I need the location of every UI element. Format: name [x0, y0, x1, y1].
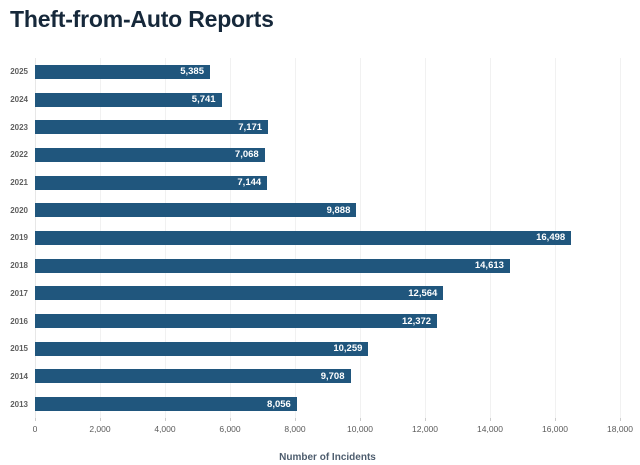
bar[interactable]: 9,708 — [35, 369, 351, 384]
x-axis-tick-mark — [554, 418, 556, 421]
bar-value-label: 16,498 — [536, 232, 566, 244]
bar[interactable]: 16,498 — [35, 230, 572, 245]
bar-value-label: 5,385 — [180, 66, 204, 78]
x-axis-tick-label: 2,000 — [89, 424, 111, 434]
y-axis-label: 2019 — [10, 233, 28, 243]
bar[interactable]: 5,385 — [35, 64, 210, 79]
y-axis-label: 2021 — [10, 178, 28, 188]
bar-row: 2025 5,385 — [10, 58, 620, 86]
bar[interactable]: 9,888 — [35, 203, 357, 218]
plot-area: 2025 5,385 2024 5,741 2023 7,171 2022 7,068 2021… — [10, 58, 621, 418]
x-axis-tick-label: 12,000 — [412, 424, 438, 434]
bar-row: 2016 12,372 — [10, 307, 620, 335]
bar-row: 2017 12,564 — [10, 280, 620, 308]
x-axis-tick-label: 10,000 — [347, 424, 373, 434]
y-axis-label: 2023 — [10, 122, 28, 132]
bar-value-label: 7,144 — [237, 177, 262, 189]
x-axis-tick-label: 18,000 — [607, 424, 633, 434]
bar-value-label: 9,708 — [320, 370, 345, 382]
bar-row: 2021 7,144 — [10, 169, 620, 197]
x-axis-tick-label: 0 — [32, 424, 38, 434]
bar-row: 2015 10,259 — [10, 335, 620, 363]
bar[interactable]: 10,259 — [35, 341, 369, 356]
bar[interactable]: 5,741 — [35, 92, 222, 107]
x-axis-tick-mark — [490, 418, 491, 421]
bar-row: 2022 7,068 — [10, 141, 620, 169]
x-axis-title: Number of Incidents — [279, 452, 376, 463]
y-axis-label: 2013 — [10, 399, 28, 409]
x-axis-tick-mark — [425, 418, 426, 421]
x-axis-tick-mark — [294, 418, 296, 421]
x-axis: 0 2,000 4,000 6,000 8,000 10,000 12,000 14,000 1… — [32, 418, 633, 442]
bar-value-label: 7,068 — [234, 149, 259, 161]
y-axis-label: 2024 — [10, 95, 28, 105]
bar-value-label: 7,171 — [238, 121, 263, 133]
y-axis-label: 2025 — [10, 67, 28, 77]
x-axis-tick-label: 14,000 — [477, 424, 503, 434]
bar-value-label: 14,613 — [474, 260, 504, 272]
bar-row: 2019 16,498 — [10, 224, 620, 252]
y-axis-label: 2017 — [10, 288, 28, 298]
x-axis-tick-label: 6,000 — [219, 424, 241, 434]
x-axis-tick-label: 4,000 — [154, 424, 176, 434]
x-axis-tick-mark — [360, 418, 361, 421]
bar[interactable]: 12,564 — [35, 286, 444, 301]
bar[interactable]: 14,613 — [35, 258, 510, 273]
bar-value-label: 9,888 — [326, 204, 351, 216]
bar-value-label: 8,056 — [267, 398, 291, 410]
y-axis-label: 2015 — [10, 344, 28, 354]
y-axis-label: 2014 — [10, 371, 28, 381]
bar[interactable]: 12,372 — [35, 314, 438, 329]
x-axis-tick-mark — [230, 418, 231, 421]
bar-chart: 2025 5,385 2024 5,741 2023 7,171 2022 7,068 2021… — [0, 58, 640, 463]
gridline — [620, 58, 621, 418]
bar-value-label: 5,741 — [191, 94, 216, 106]
bar-row: 2024 5,741 — [10, 86, 620, 114]
x-axis-tick-mark — [620, 418, 621, 421]
x-axis-tick-mark — [164, 418, 166, 421]
bar[interactable]: 8,056 — [35, 397, 297, 412]
y-axis-label: 2022 — [10, 150, 28, 160]
y-axis-label: 2016 — [10, 316, 28, 326]
bar[interactable]: 7,144 — [35, 175, 268, 190]
y-axis-label: 2018 — [10, 261, 28, 271]
bar[interactable]: 7,068 — [35, 147, 265, 162]
bar-row: 2020 9,888 — [10, 196, 620, 224]
bar-value-label: 12,372 — [402, 315, 432, 327]
bar-value-label: 12,564 — [408, 287, 438, 299]
y-axis-label: 2020 — [10, 205, 28, 215]
chart-title: Theft-from-Auto Reports — [10, 6, 274, 32]
x-axis-tick-mark — [35, 418, 36, 421]
x-axis-tick-label: 16,000 — [541, 424, 568, 434]
x-axis-tick-label: 8,000 — [284, 424, 306, 434]
bar[interactable]: 7,171 — [35, 120, 269, 135]
x-axis-tick-mark — [99, 418, 101, 421]
bar-row: 2013 8,056 — [10, 390, 620, 418]
bar-row: 2018 14,613 — [10, 252, 620, 280]
bar-value-label: 10,259 — [333, 343, 363, 355]
bar-row: 2014 9,708 — [10, 363, 620, 391]
bar-row: 2023 7,171 — [10, 113, 620, 141]
